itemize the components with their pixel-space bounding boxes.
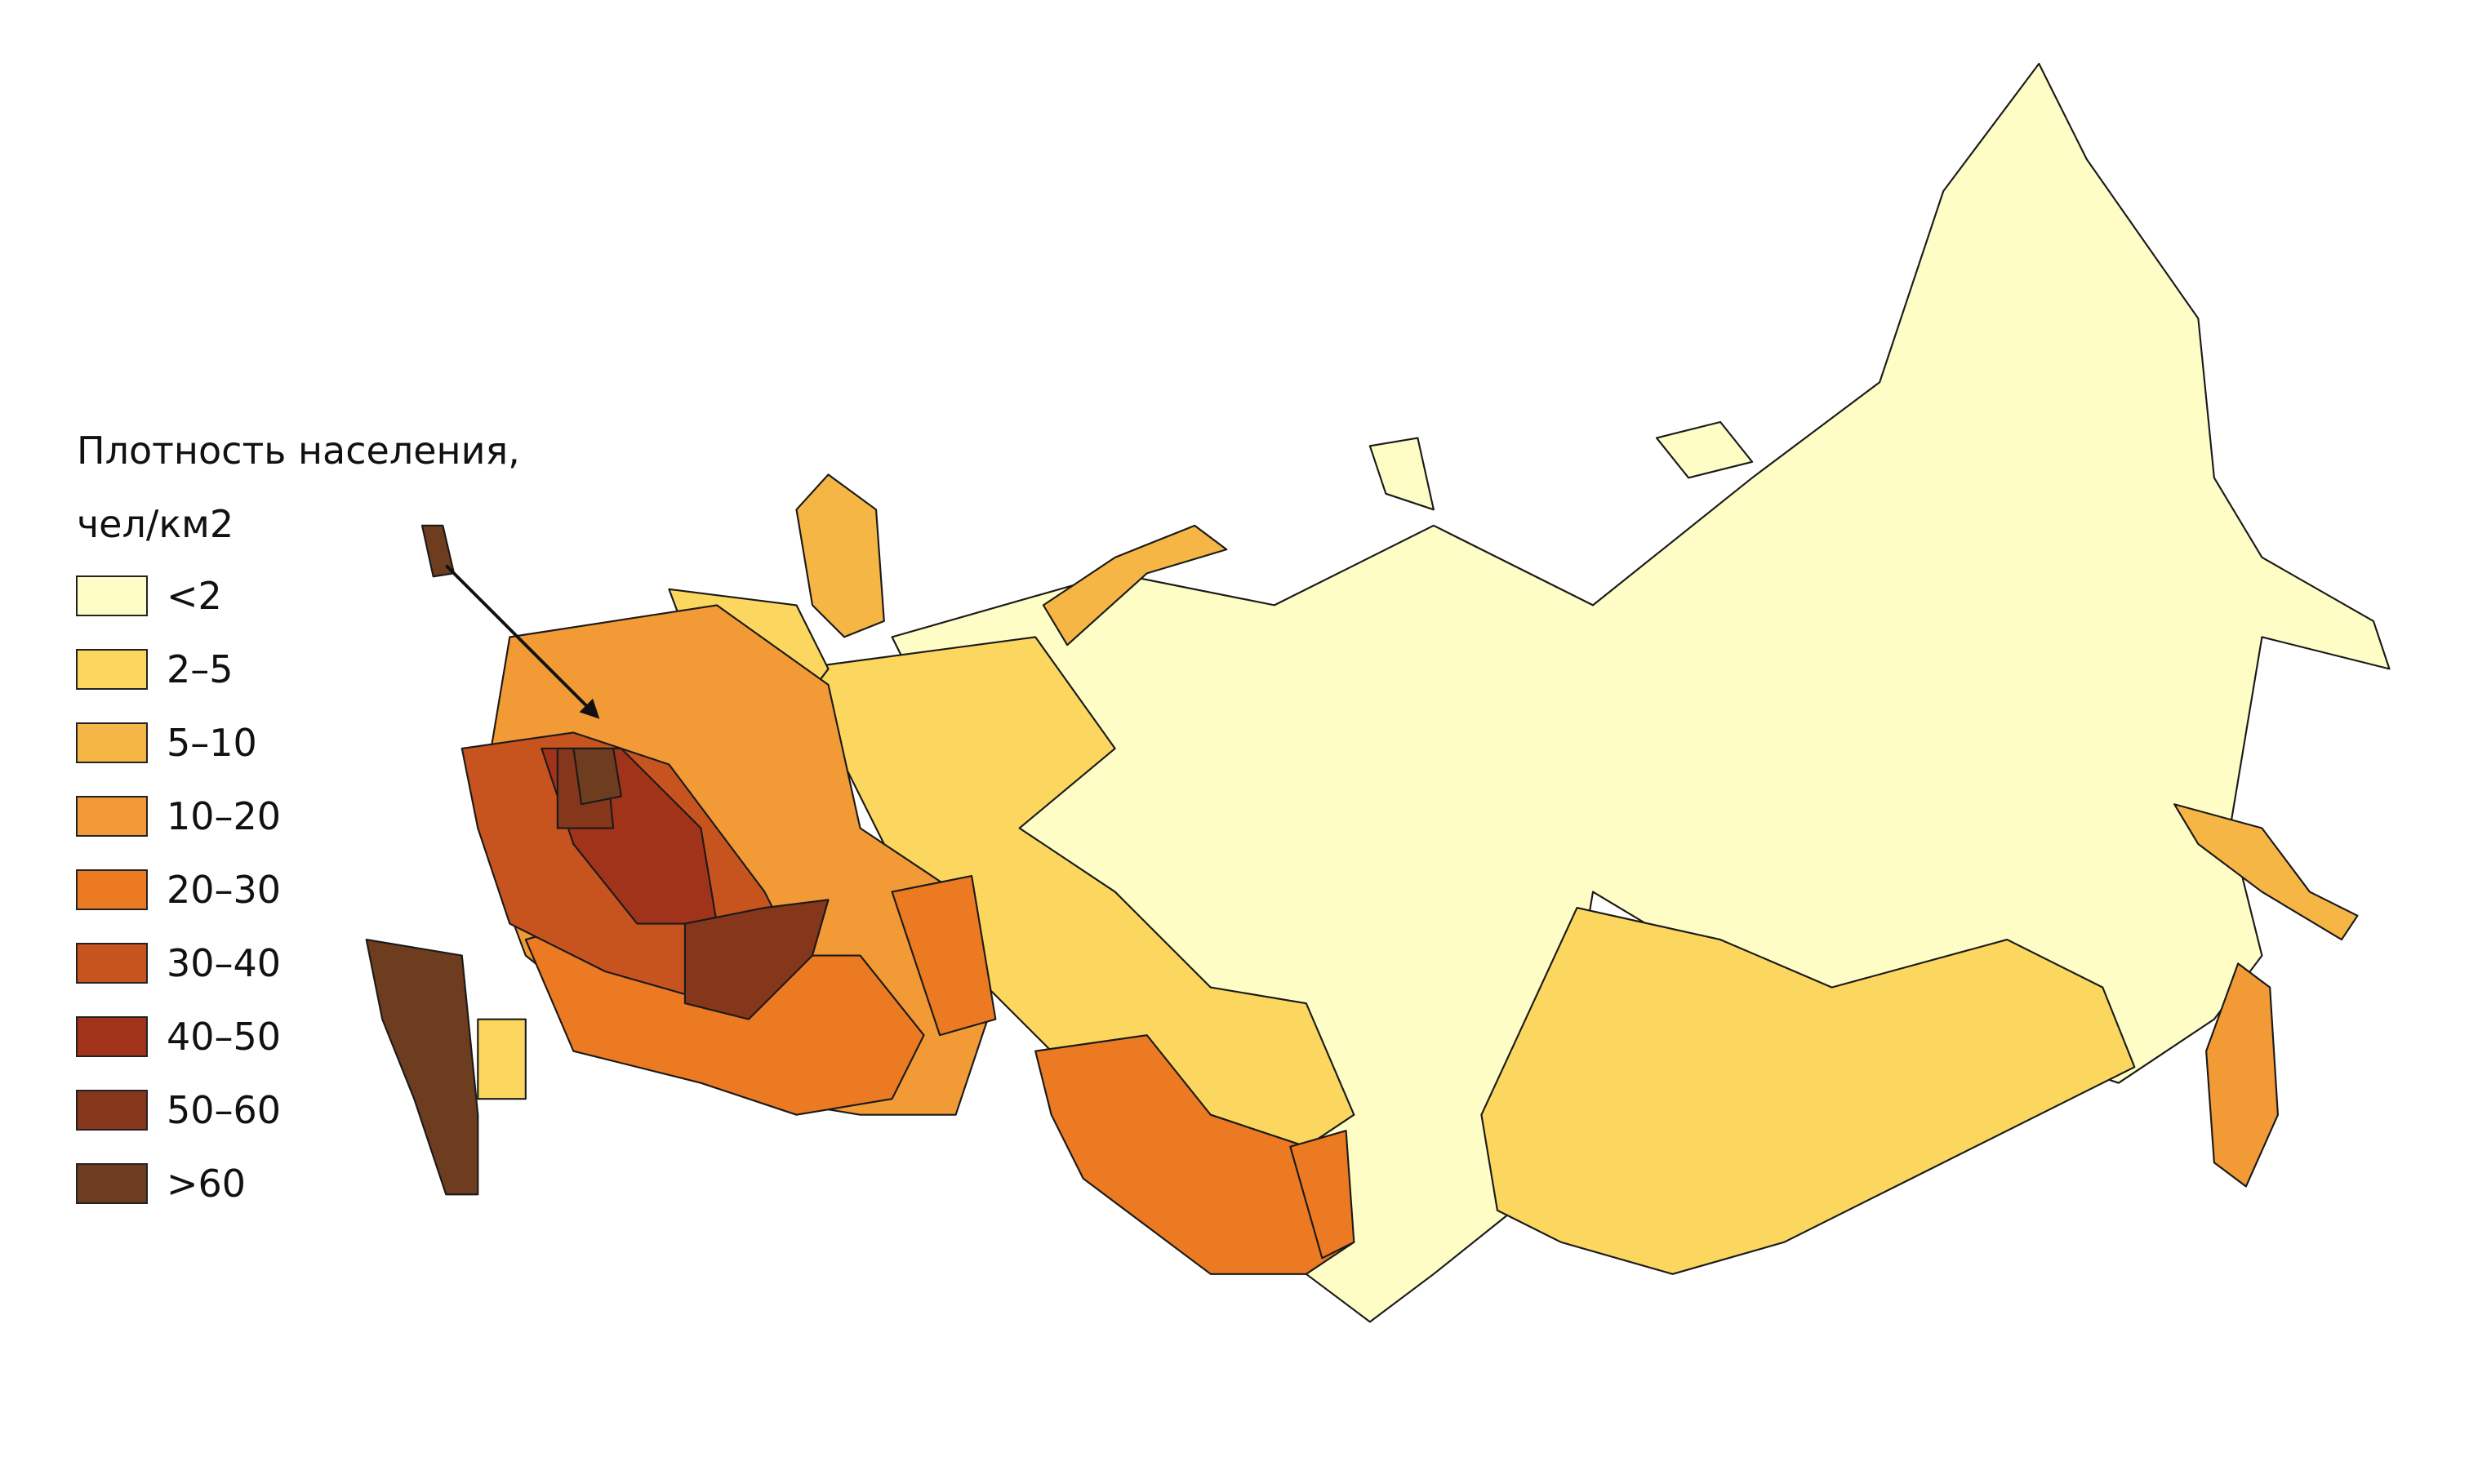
region <box>477 1018 527 1100</box>
legend-label: 50–60 <box>167 1088 281 1132</box>
legend: Плотность населения, чел/км2 <2 2–5 5–10 10–2… <box>76 429 520 1206</box>
region <box>2205 962 2280 1188</box>
legend-swatch <box>76 575 148 616</box>
legend-label: 40–50 <box>167 1015 281 1059</box>
legend-swatch <box>76 1163 148 1204</box>
region <box>572 747 622 806</box>
legend-swatch <box>76 796 148 837</box>
region <box>1042 524 1228 646</box>
legend-label: 30–40 <box>167 941 281 985</box>
region <box>1034 1034 1355 1275</box>
region <box>795 636 1355 1148</box>
legend-swatch <box>76 1016 148 1057</box>
legend-label: 10–20 <box>167 794 281 838</box>
legend-swatch <box>76 1090 148 1131</box>
region <box>1655 420 1754 479</box>
russia-map <box>365 62 2391 1323</box>
legend-title: чел/км2 <box>77 502 234 546</box>
region <box>1289 1130 1355 1260</box>
legend-swatch <box>76 943 148 984</box>
legend-swatch <box>76 649 148 690</box>
legend-swatch <box>76 722 148 763</box>
region <box>891 874 997 1037</box>
region <box>1480 906 2136 1275</box>
region <box>683 899 830 1020</box>
legend-title: Плотность населения, <box>77 429 520 473</box>
legend-label: <2 <box>167 574 222 618</box>
legend-label: 5–10 <box>167 721 257 765</box>
region <box>795 473 885 638</box>
region <box>365 939 479 1196</box>
legend-label: >60 <box>167 1162 246 1206</box>
arrow <box>444 564 600 719</box>
legend-swatch <box>76 869 148 910</box>
legend-label: 2–5 <box>167 647 234 691</box>
region <box>2173 803 2359 941</box>
legend-label: 20–30 <box>167 868 281 912</box>
region <box>1368 437 1435 511</box>
